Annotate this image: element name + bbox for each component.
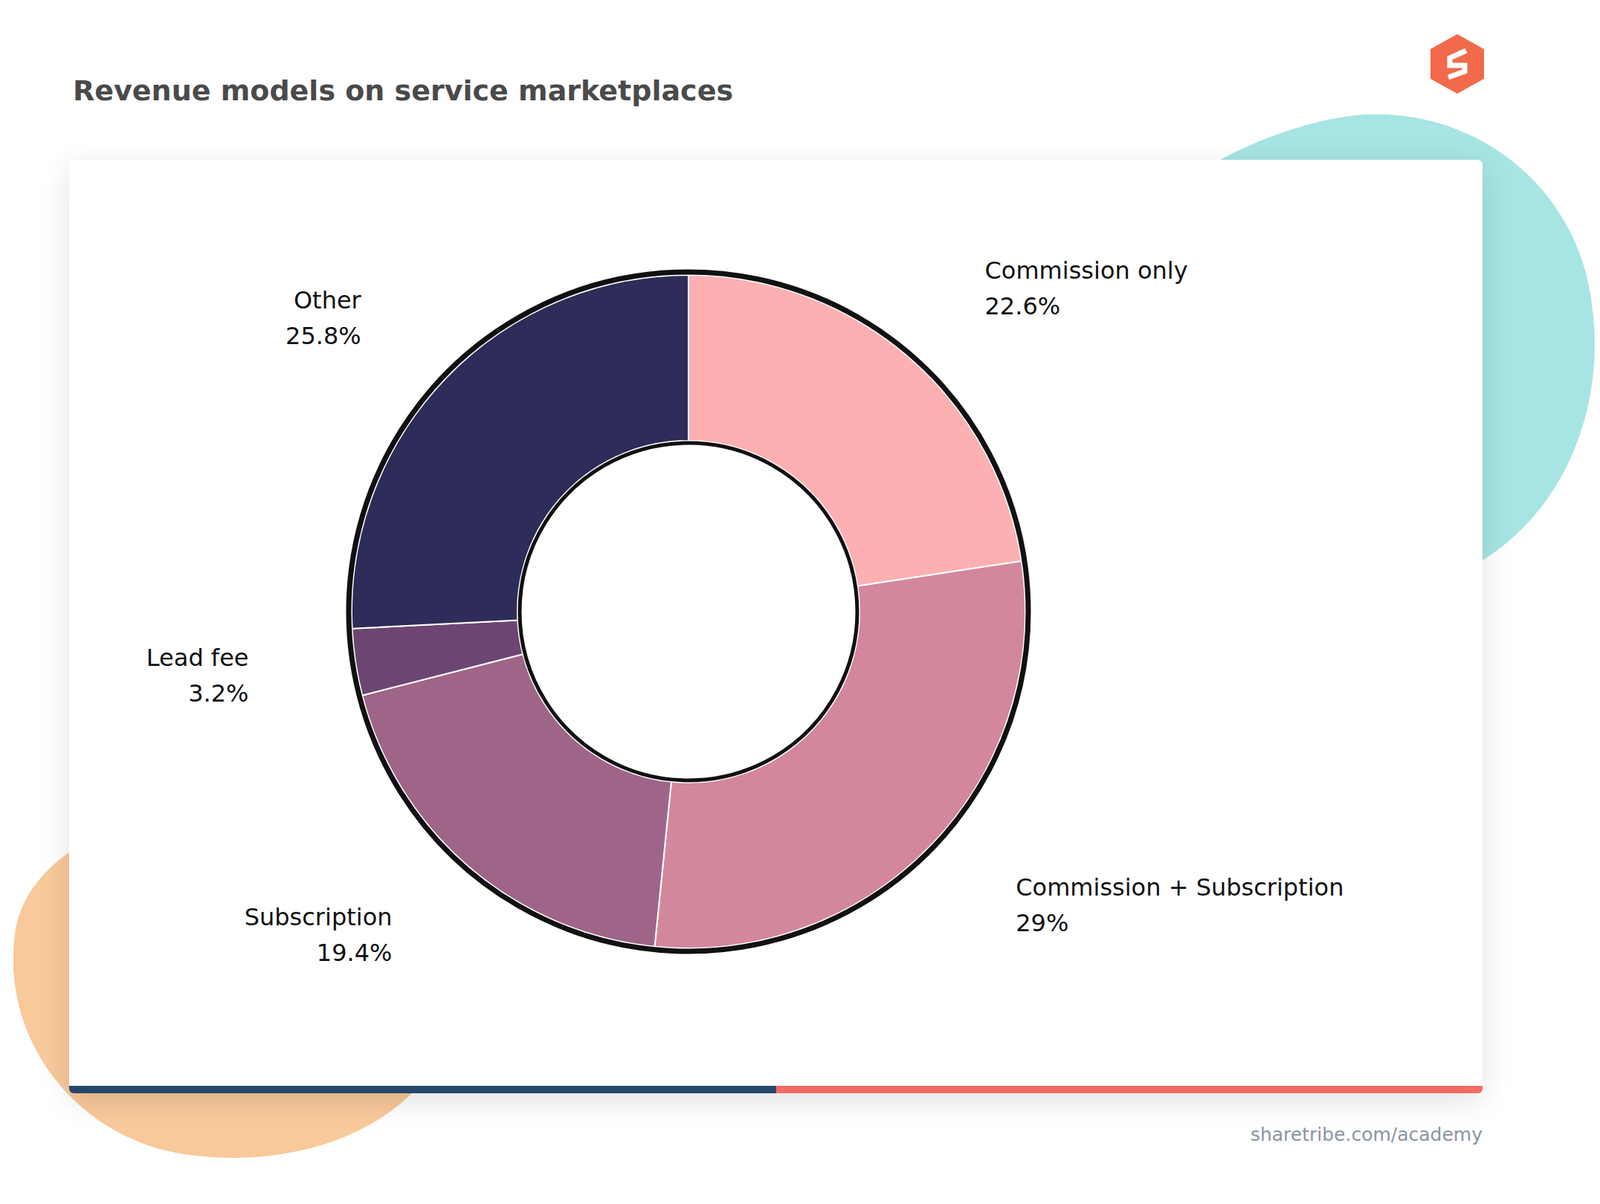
svg-text:Commission + Subscription: Commission + Subscription	[1015, 873, 1344, 902]
svg-text:Commission only: Commission only	[985, 256, 1189, 285]
svg-text:Subscription: Subscription	[244, 903, 393, 932]
svg-text:Revenue models on service mark: Revenue models on service marketplaces	[72, 74, 734, 108]
svg-text:Other: Other	[293, 286, 363, 315]
html-text:sharetribe.com/academy: sharetribe.com/academy	[1250, 1124, 1483, 1146]
svg-text:25.8%: 25.8%	[285, 321, 362, 351]
svg-text:Lead fee: Lead fee	[146, 643, 250, 673]
svg-text:3.2%: 3.2%	[188, 679, 249, 708]
svg-text:19.4%: 19.4%	[316, 939, 393, 968]
svg-text:22.6%: 22.6%	[985, 292, 1061, 321]
svg-text:29%: 29%	[1015, 909, 1069, 938]
